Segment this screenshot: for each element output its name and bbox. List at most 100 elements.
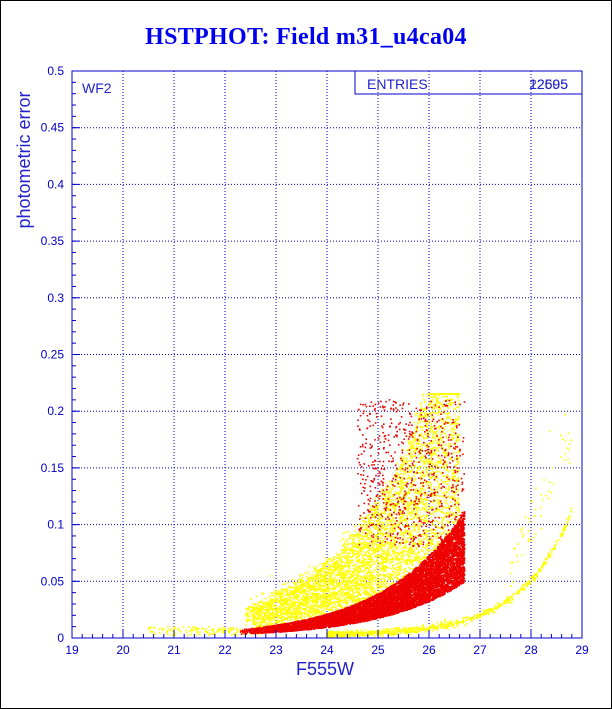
point-yellow <box>326 574 328 576</box>
point-yellow <box>364 575 366 577</box>
point-yellow <box>364 590 366 592</box>
point-yellow <box>401 456 403 458</box>
point-yellow <box>355 563 357 565</box>
point-yellow <box>395 508 397 510</box>
point-yellow <box>408 475 410 477</box>
point-yellow <box>422 492 424 494</box>
point-yellow <box>350 586 352 588</box>
point-yellow <box>400 535 402 537</box>
point-yellow <box>423 556 425 558</box>
point-yellow <box>328 564 330 566</box>
point-yellow <box>285 611 287 613</box>
point-yellow <box>414 543 416 545</box>
point-yellow <box>449 459 451 461</box>
point-yellow <box>407 469 409 471</box>
point-yellow <box>446 503 448 505</box>
point-yellow <box>355 599 357 601</box>
point-yellow <box>382 583 384 585</box>
point-yellow <box>357 566 359 568</box>
point-yellow <box>370 508 372 510</box>
point-yellow <box>356 600 358 602</box>
point-yellow <box>442 508 444 510</box>
point-yellow <box>447 483 449 485</box>
point-yellow <box>350 594 352 596</box>
point-yellow <box>372 572 374 574</box>
point-yellow <box>398 475 400 477</box>
point-yellow <box>337 562 339 564</box>
point-yellow <box>447 403 449 405</box>
point-yellow <box>333 558 335 560</box>
point-yellow <box>320 611 322 613</box>
point-yellow <box>410 508 412 510</box>
point-yellow <box>348 578 350 580</box>
point-yellow <box>390 521 392 523</box>
point-yellow <box>313 571 315 573</box>
point-yellow <box>429 451 431 453</box>
point-yellow <box>339 579 341 581</box>
point-yellow <box>432 435 434 437</box>
point-yellow <box>344 546 346 548</box>
point-yellow <box>354 530 356 532</box>
point-yellow <box>360 598 362 600</box>
point-yellow <box>405 542 407 544</box>
point-yellow <box>345 575 347 577</box>
point-yellow <box>265 601 267 603</box>
point-yellow <box>437 477 439 479</box>
point-yellow <box>440 431 442 433</box>
point-yellow <box>378 549 380 551</box>
point-yellow <box>410 441 412 443</box>
point-yellow <box>291 600 293 602</box>
point-yellow <box>412 469 414 471</box>
point-yellow <box>247 618 249 620</box>
point-yellow <box>344 544 346 546</box>
point-yellow <box>452 477 454 479</box>
point-yellow <box>449 505 451 507</box>
point-yellow <box>285 607 287 609</box>
point-yellow <box>286 588 288 590</box>
point-yellow <box>394 503 396 505</box>
point-yellow <box>332 563 334 565</box>
point-yellow <box>386 520 388 522</box>
point-yellow <box>432 513 434 515</box>
point-yellow <box>408 552 410 554</box>
point-yellow <box>368 539 370 541</box>
point-yellow <box>245 624 247 626</box>
point-yellow <box>312 611 314 613</box>
point-yellow <box>316 573 318 575</box>
point-yellow <box>265 607 267 609</box>
point-yellow <box>333 584 335 586</box>
point-yellow <box>437 489 439 491</box>
point-yellow <box>457 507 459 509</box>
point-yellow <box>308 591 310 593</box>
point-yellow <box>455 434 457 436</box>
point-yellow <box>420 404 422 406</box>
point-yellow <box>345 562 347 564</box>
point-yellow <box>343 594 345 596</box>
point-yellow <box>347 539 349 541</box>
point-yellow <box>436 538 438 540</box>
point-yellow <box>291 614 293 616</box>
point-yellow <box>445 426 447 428</box>
point-yellow <box>409 536 411 538</box>
point-yellow <box>322 567 324 569</box>
point-yellow <box>397 486 399 488</box>
point-yellow <box>413 517 415 519</box>
point-yellow <box>371 586 373 588</box>
point-yellow <box>374 502 376 504</box>
point-yellow <box>296 609 298 611</box>
point-yellow <box>383 553 385 555</box>
point-yellow <box>440 434 442 436</box>
point-yellow <box>384 526 386 528</box>
point-yellow <box>373 575 375 577</box>
point-yellow <box>347 600 349 602</box>
point-yellow <box>333 588 335 590</box>
point-yellow <box>330 609 332 611</box>
point-yellow <box>452 473 454 475</box>
point-yellow <box>453 477 455 479</box>
point-yellow <box>357 589 359 591</box>
point-yellow <box>444 429 446 431</box>
point-yellow <box>420 497 422 499</box>
point-yellow <box>430 536 432 538</box>
point-yellow <box>347 573 349 575</box>
